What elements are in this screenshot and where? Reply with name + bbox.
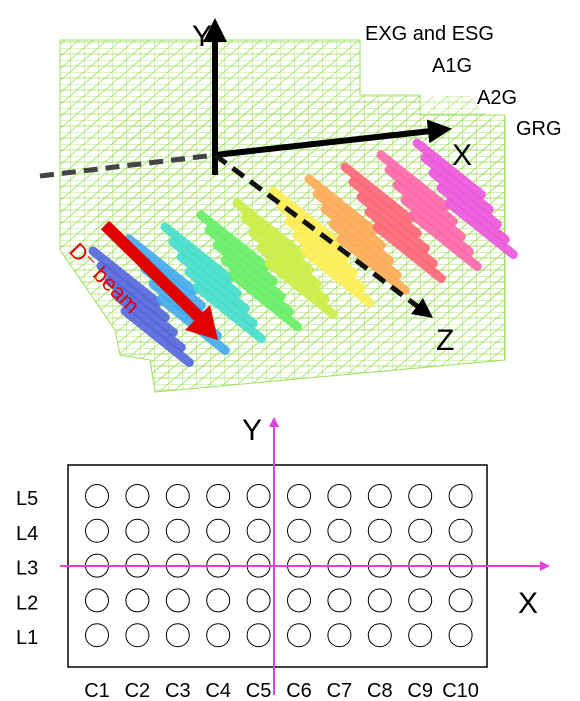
z-label: Z [436,324,454,357]
position [449,589,472,612]
column-label: C10 [442,680,479,701]
position [247,519,270,542]
x-label: X [518,587,538,620]
position [328,589,351,612]
position [409,519,432,542]
position [166,519,189,542]
layout-diagram: L5 L4 L3 L2 L1 C1 C2 C3 C4 C5 C6 C7 C8 C9 C10 Y X [16,414,545,701]
row-label: L3 [16,558,38,580]
position [288,485,311,508]
group-label: A2G [477,87,517,109]
render-3d: Y X Z D⁻ beam EXG and ESG A1G A2G GRG [40,20,562,392]
position [288,519,311,542]
position [126,519,149,542]
position [449,519,472,542]
column-label: C1 [84,680,110,701]
position [207,624,230,647]
column-label: C3 [165,680,191,701]
position [328,624,351,647]
position [126,589,149,612]
position [328,519,351,542]
position [409,624,432,647]
position [288,589,311,612]
row-label: L4 [16,523,38,545]
column-label: C7 [327,680,353,701]
column-label: C6 [286,680,312,701]
position [166,624,189,647]
position [368,624,391,647]
column-label: C5 [246,680,272,701]
group-label: EXG and ESG [365,23,494,45]
row-label: L1 [16,627,38,649]
column-label: C9 [407,680,433,701]
position [207,485,230,508]
position [86,519,109,542]
figure: Y X Z D⁻ beam EXG and ESG A1G A2G GRG L5… [0,0,580,701]
position [126,485,149,508]
position [328,485,351,508]
position [409,485,432,508]
position [247,624,270,647]
y-label: Y [192,20,212,53]
position [247,485,270,508]
column-label: C4 [205,680,231,701]
position [247,589,270,612]
position [86,624,109,647]
position [207,589,230,612]
position [368,589,391,612]
y-label: Y [242,414,262,447]
position [126,624,149,647]
position [86,589,109,612]
row-label: L2 [16,592,38,614]
position [368,519,391,542]
column-label: C2 [125,680,151,701]
position [166,589,189,612]
column-label: C8 [367,680,393,701]
x-label: X [452,139,472,172]
position [368,485,391,508]
positions: L5 L4 L3 L2 L1 C1 C2 C3 C4 C5 C6 C7 C8 C9 C10 [16,485,479,701]
position [409,589,432,612]
group-label: A1G [432,55,472,77]
position [288,624,311,647]
position [449,624,472,647]
position [166,485,189,508]
position [449,485,472,508]
row-label: L5 [16,488,38,510]
position [86,485,109,508]
group-label: GRG [516,118,562,140]
position [207,519,230,542]
